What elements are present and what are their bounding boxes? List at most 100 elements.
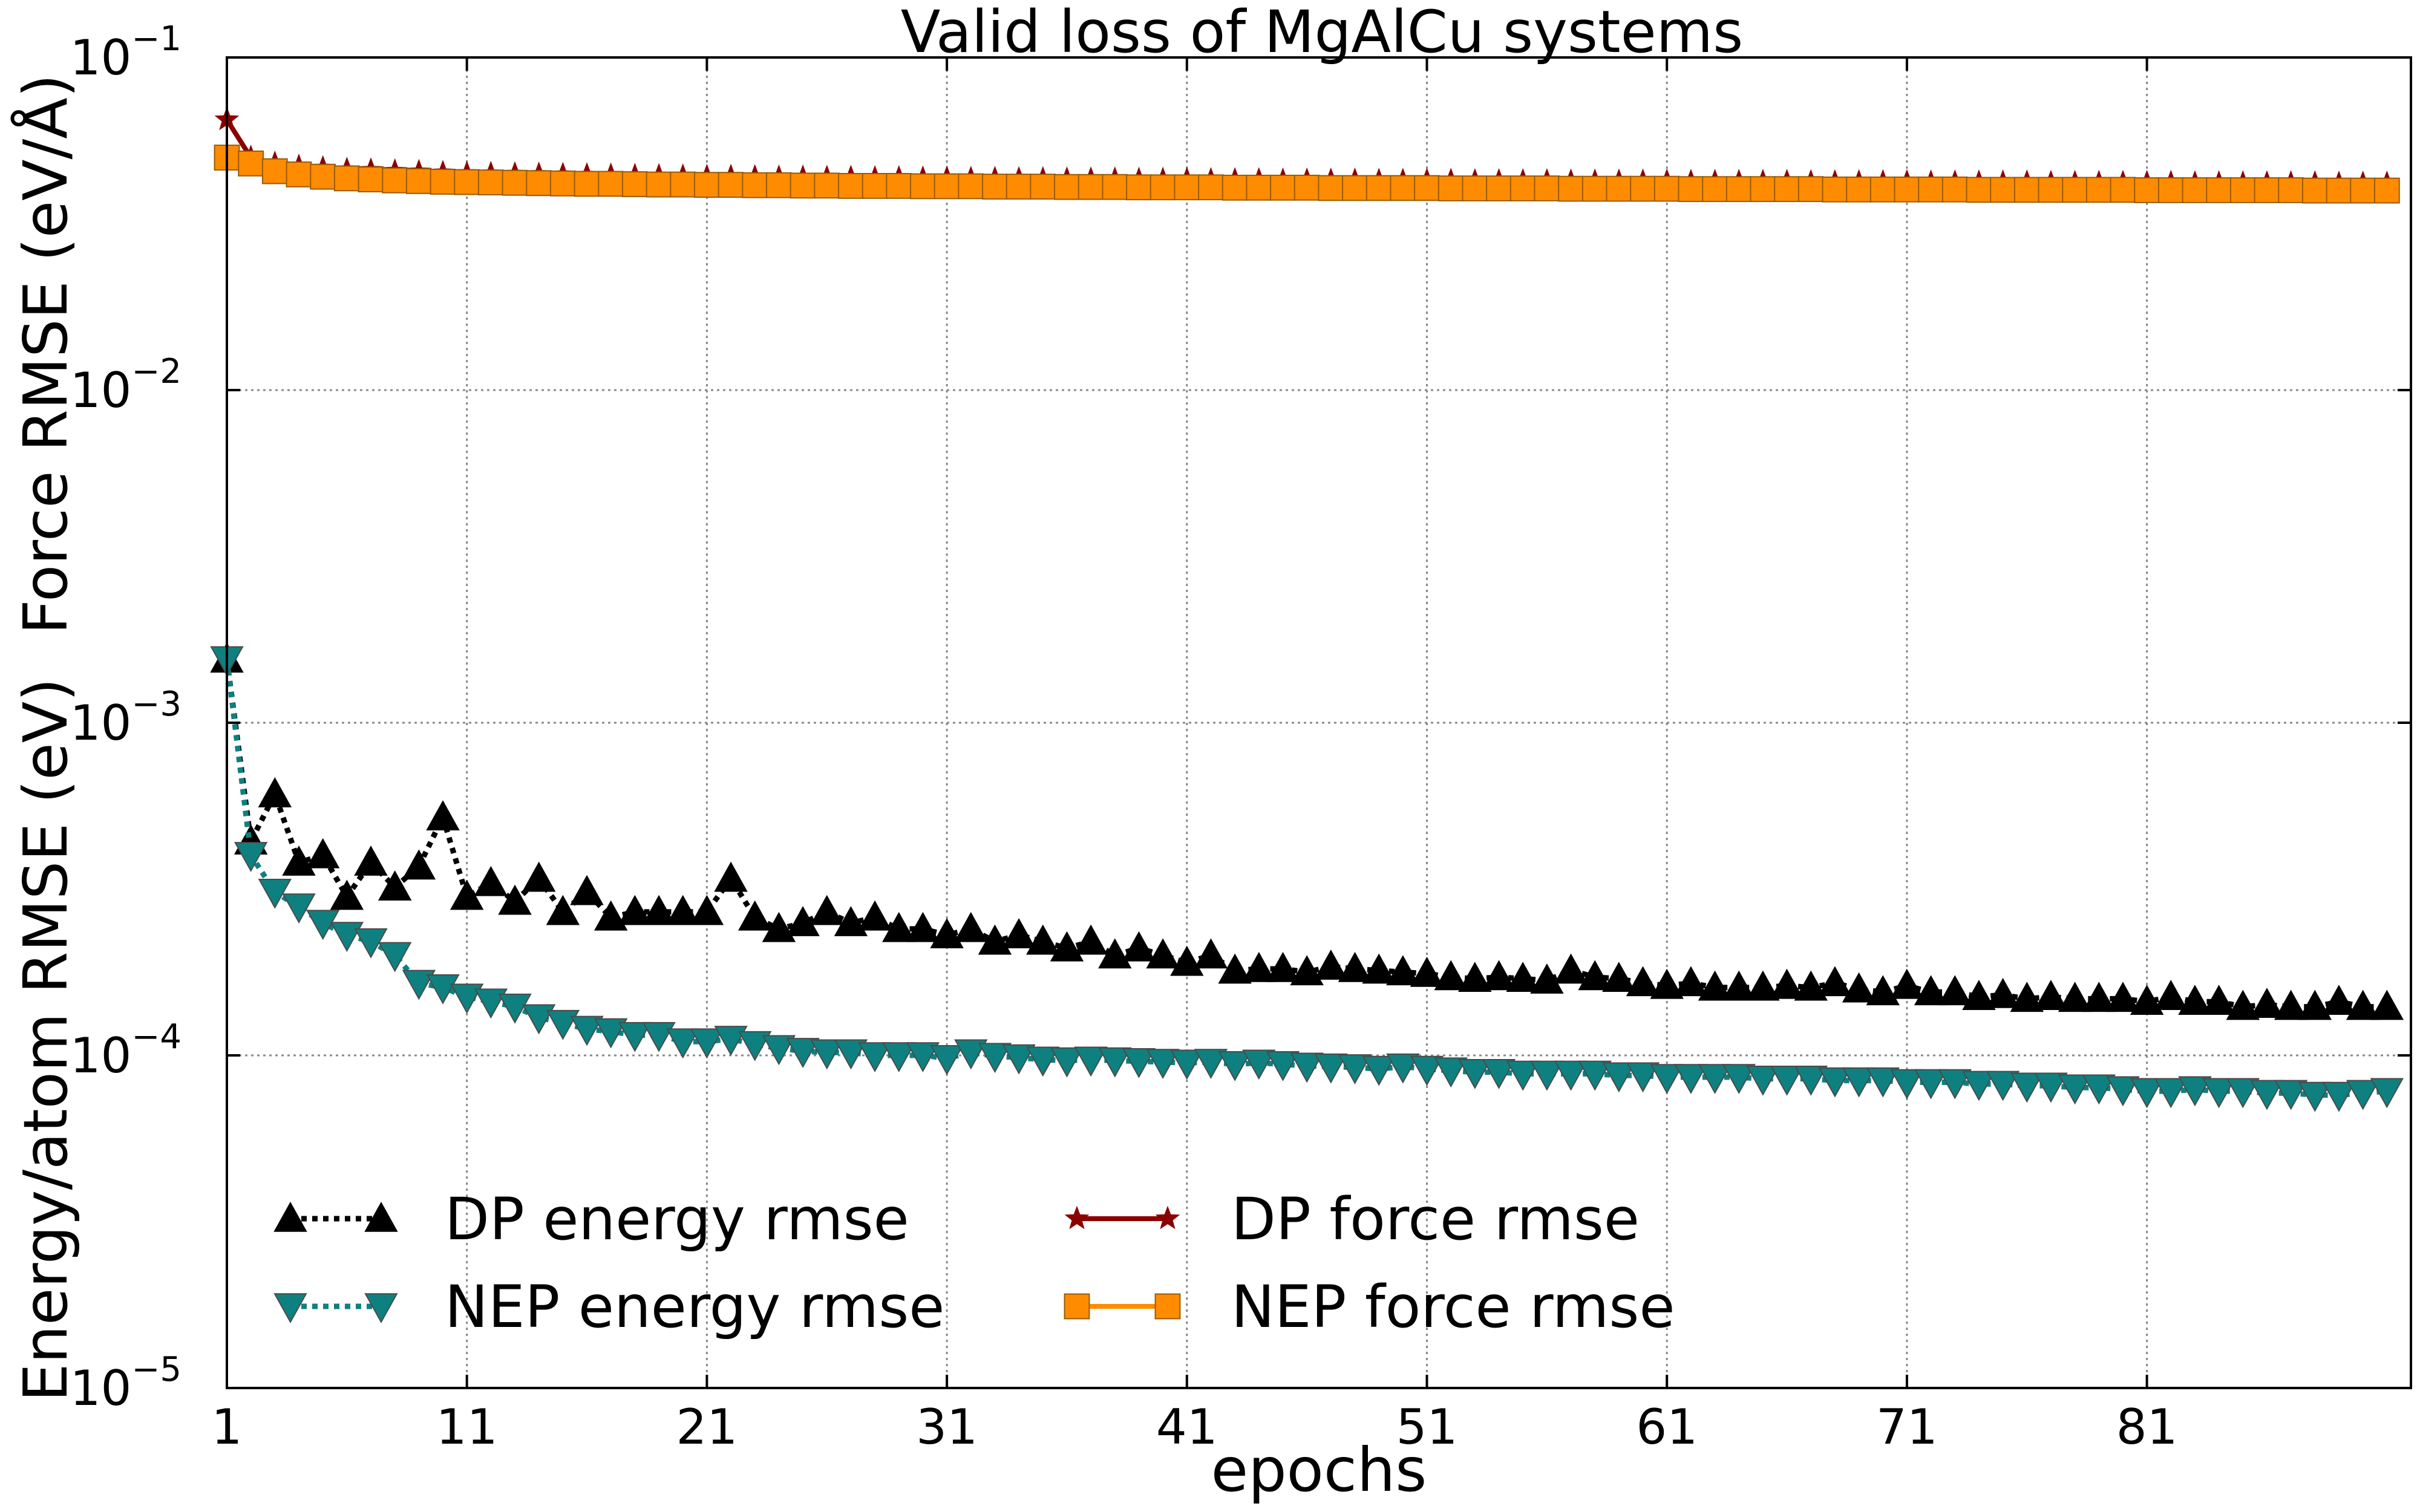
data-point [1842,972,1876,1003]
data-point [474,988,508,1019]
data-point [354,846,388,876]
data-point [1314,1053,1348,1084]
data-point [642,1022,676,1052]
data-point [1150,174,1176,201]
series-layer [210,106,2404,1112]
data-point [1750,176,1776,203]
data-point [2278,177,2304,203]
data-point [762,1035,796,1066]
legend-entry: NEP energy rmse [273,1273,944,1341]
data-point [2038,177,2064,203]
data-point [858,900,892,931]
data-point [1914,1069,1948,1100]
data-point [1918,176,1944,203]
data-point [1770,968,1804,999]
data-point [2062,177,2088,203]
data-point [810,1039,844,1070]
data-point [2226,1078,2260,1109]
data-point [426,800,460,830]
data-point [1270,174,1296,201]
data-point [2298,1081,2332,1112]
data-point [834,906,868,936]
data-point [1578,960,1612,991]
data-point [618,894,652,925]
legend-marker [364,1293,398,1324]
data-point [522,1004,556,1035]
data-point [1386,955,1420,986]
data-point [1578,1060,1612,1091]
data-point [1794,1066,1828,1096]
data-point [358,166,384,192]
y-tick-label-exponent: −2 [131,352,182,391]
data-point [2058,1074,2092,1105]
data-point [762,911,796,942]
data-point [2322,1081,2356,1112]
data-point [930,917,964,948]
data-point [1338,951,1372,982]
x-tick-label: 71 [1876,1399,1938,1455]
data-point [594,900,628,931]
data-point [1846,176,1872,203]
data-point [694,172,720,198]
data-point [402,969,436,1000]
data-point [2130,1078,2164,1109]
data-point [742,172,768,198]
data-point [1986,977,2020,1008]
legend-label: DP energy rmse [445,1185,909,1253]
data-point [1290,955,1324,986]
data-point [1218,953,1252,984]
data-point [1458,1059,1492,1089]
data-point [1818,1067,1852,1098]
data-point [1482,1059,1516,1089]
data-point [1530,963,1564,994]
data-point [862,172,888,199]
data-point [426,974,460,1005]
y-axis-label-group: Energy/atom RMSE (eV) Force RMSE (eV/Å) [10,74,81,1401]
data-point [1098,1047,1132,1078]
x-tick-label: 41 [1156,1399,1218,1455]
data-point [454,169,480,195]
data-point [594,1018,628,1049]
data-point [1362,1055,1396,1086]
data-point [1842,1067,1876,1098]
data-point [1293,174,1320,201]
data-point [1509,175,1536,201]
data-point [738,900,772,931]
data-point [814,172,840,199]
data-point [1702,176,1728,203]
legend-label: NEP force rmse [1231,1273,1675,1341]
data-point [1650,1064,1684,1095]
legend-entry: DP energy rmse [273,1185,909,1253]
data-point [1434,960,1468,991]
data-point [1122,1048,1156,1078]
data-point [1482,960,1516,991]
data-point [261,158,288,184]
data-point [1966,177,1992,203]
legend-marker [273,1293,307,1324]
data-point [2322,985,2356,1015]
x-tick-label: 11 [436,1399,498,1455]
data-point [1318,175,1344,201]
y-tick-label-base: 10 [70,1360,132,1416]
data-point [549,170,576,197]
data-point [690,1028,724,1059]
data-point [1054,174,1080,200]
data-point [1074,924,1108,955]
data-point [1866,1067,1900,1098]
data-point [766,172,792,198]
data-point [2274,1080,2308,1110]
data-point [1146,938,1180,969]
data-point [2110,177,2136,203]
data-point [2178,1076,2212,1107]
data-point [286,161,312,187]
data-point [2010,1072,2044,1103]
data-point [1554,953,1588,984]
data-point [2178,985,2212,1015]
data-point [670,171,696,198]
data-point [1414,175,1440,201]
data-point [282,893,316,924]
data-point [1698,1064,1732,1095]
data-point [1650,968,1684,999]
data-point [910,173,936,200]
